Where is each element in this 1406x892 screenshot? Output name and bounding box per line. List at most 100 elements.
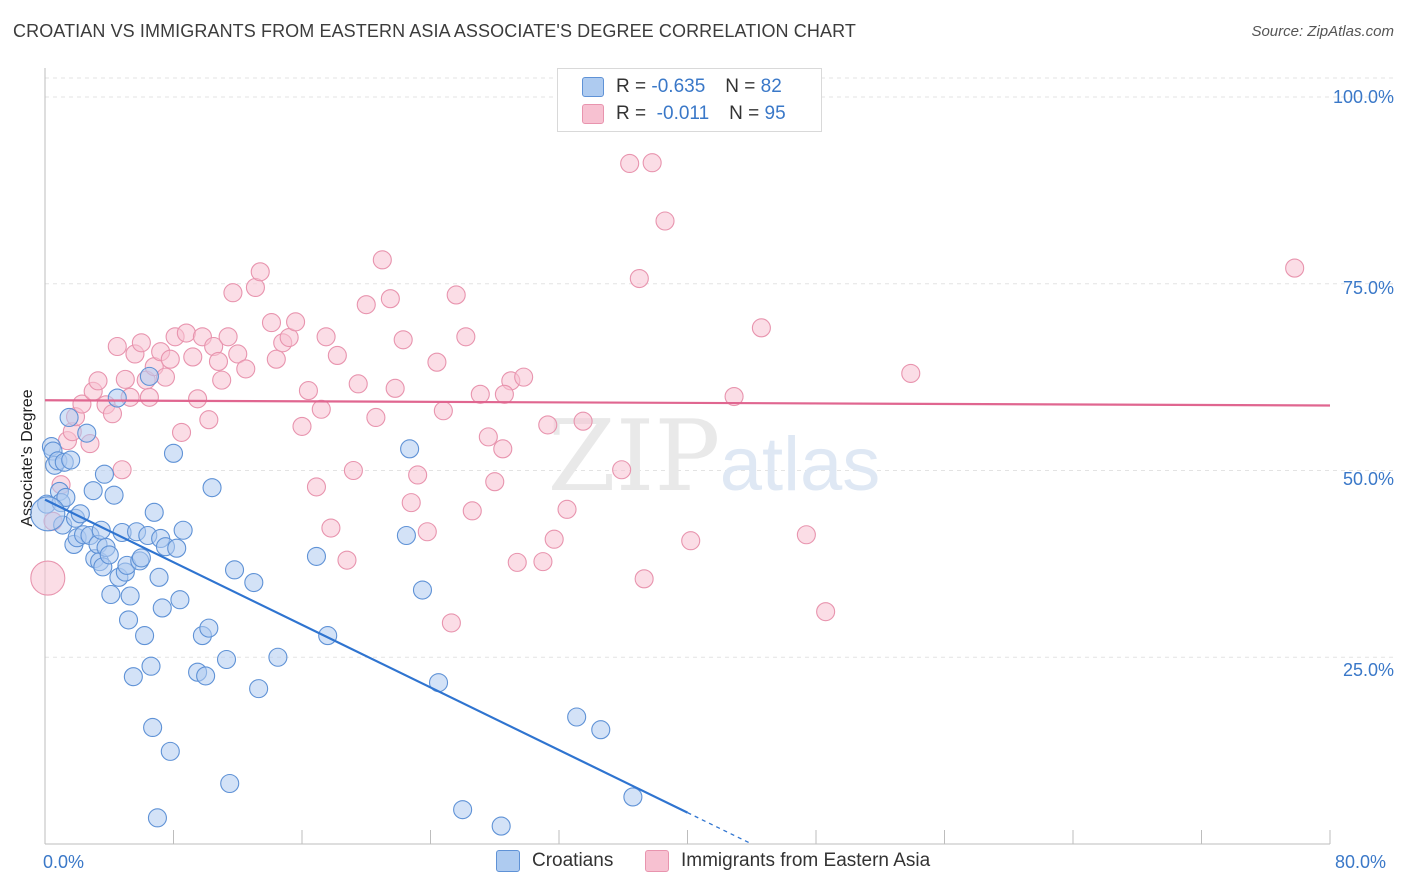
eastern-asia-point	[228, 344, 248, 364]
eastern-asia-point	[115, 369, 135, 389]
legend-row-blue: R = -0.635 N = 82	[582, 74, 782, 100]
eastern-asia-point	[642, 153, 662, 173]
croatian-point	[61, 450, 81, 470]
r-label: R =	[616, 103, 647, 124]
eastern-asia-point	[427, 352, 447, 372]
trend-lines	[44, 399, 1331, 845]
eastern-asia-point	[456, 327, 476, 347]
eastern-asia-point	[507, 552, 527, 572]
n-label: N =	[729, 103, 760, 124]
croatian-point	[249, 679, 269, 699]
blue-series-points	[30, 366, 643, 836]
croatian-point	[56, 487, 76, 507]
croatian-point	[83, 481, 103, 501]
croatian-point	[318, 626, 338, 646]
croatian-point	[244, 572, 264, 593]
croatian-point	[623, 787, 643, 807]
eastern-asia-point	[316, 327, 336, 347]
legend-item-croatians[interactable]: Croatians	[496, 850, 613, 872]
croatian-point	[141, 656, 161, 676]
r-value: -0.011	[656, 103, 710, 124]
correlation-legend: R = -0.635 N = 82 R = -0.011 N = 95	[557, 68, 822, 132]
x-tick-label: 80.0%	[1335, 852, 1387, 872]
eastern-asia-point	[311, 399, 331, 419]
eastern-asia-point	[1285, 258, 1305, 278]
eastern-asia-point	[573, 411, 593, 431]
eastern-asia-point	[88, 371, 108, 391]
eastern-asia-point	[199, 410, 219, 430]
croatian-point	[107, 388, 127, 408]
eastern-asia-point	[348, 374, 368, 394]
eastern-asia-point	[139, 387, 159, 407]
eastern-asia-point	[538, 415, 558, 435]
y-tick-label: 100.0%	[1332, 87, 1394, 107]
eastern-asia-point	[321, 518, 341, 538]
croatian-point	[167, 538, 187, 558]
eastern-asia-point	[478, 427, 498, 447]
croatian-point	[104, 485, 124, 505]
croatian-point	[591, 720, 611, 740]
eastern-asia-point	[417, 522, 437, 542]
croatian-point	[77, 423, 97, 443]
eastern-asia-point	[176, 323, 196, 343]
croatian-point	[567, 707, 587, 727]
eastern-asia-point	[131, 333, 151, 353]
x-tick-label: 0.0%	[43, 852, 85, 872]
eastern-asia-point	[212, 370, 232, 390]
eastern-asia-point	[171, 422, 192, 442]
eastern-asia-point	[380, 289, 400, 309]
croatian-point	[118, 610, 139, 630]
croatian-point	[120, 586, 140, 606]
croatian-point	[139, 366, 159, 386]
legend-row-pink: R = -0.011 N = 95	[582, 101, 786, 127]
eastern-asia-point	[298, 381, 318, 401]
eastern-asia-point	[188, 389, 208, 409]
croatian-point	[170, 590, 190, 610]
croatian-point	[152, 598, 172, 618]
croatian-point	[412, 580, 433, 600]
eastern-asia-point	[816, 602, 836, 622]
eastern-asia-point	[612, 460, 632, 480]
eastern-asia-point	[286, 312, 306, 332]
legend-label: Croatians	[532, 850, 614, 871]
eastern-asia-point	[155, 367, 176, 387]
blue-swatch	[496, 850, 520, 872]
legend-item-eastern-asia[interactable]: Immigrants from Eastern Asia	[645, 850, 930, 872]
croatian-point	[396, 525, 416, 546]
croatian-point	[135, 626, 155, 646]
eastern-asia-point	[901, 363, 921, 383]
croatian-point	[101, 584, 121, 605]
y-tick-label: 25.0%	[1342, 660, 1394, 680]
eastern-asia-point	[356, 295, 376, 315]
eastern-asia-point	[620, 153, 640, 174]
croatian-point	[94, 464, 114, 484]
croatian-point	[149, 567, 169, 587]
eastern-asia-point	[441, 613, 461, 633]
series-legend: Croatians Immigrants from Eastern Asia	[0, 850, 1406, 878]
croatian-point	[160, 741, 180, 761]
chart-title: CROATIAN VS IMMIGRANTS FROM EASTERN ASIA…	[13, 21, 856, 41]
eastern-asia-point	[393, 330, 413, 350]
eastern-asia-point	[401, 493, 421, 513]
croatian-point	[216, 649, 237, 670]
croatian-point	[400, 439, 420, 459]
croatian-point	[453, 800, 473, 820]
trend-line	[44, 399, 1331, 407]
n-value: 95	[764, 103, 786, 124]
eastern-asia-point	[385, 378, 405, 398]
eastern-asia-point	[462, 501, 482, 521]
blue-swatch	[582, 77, 604, 97]
eastern-asia-point	[724, 386, 744, 407]
trend-line-extension	[687, 812, 753, 845]
eastern-asia-point	[557, 499, 577, 519]
eastern-asia-point	[408, 465, 428, 485]
watermark-atlas: atlas	[720, 422, 881, 507]
croatian-point	[173, 520, 193, 540]
eastern-asia-point	[634, 569, 654, 589]
watermark-zip: ZIP	[548, 400, 721, 514]
croatian-point	[196, 666, 216, 686]
watermark: ZIP atlas	[548, 400, 881, 514]
eastern-asia-point	[366, 407, 386, 428]
eastern-asia-point	[223, 283, 243, 303]
